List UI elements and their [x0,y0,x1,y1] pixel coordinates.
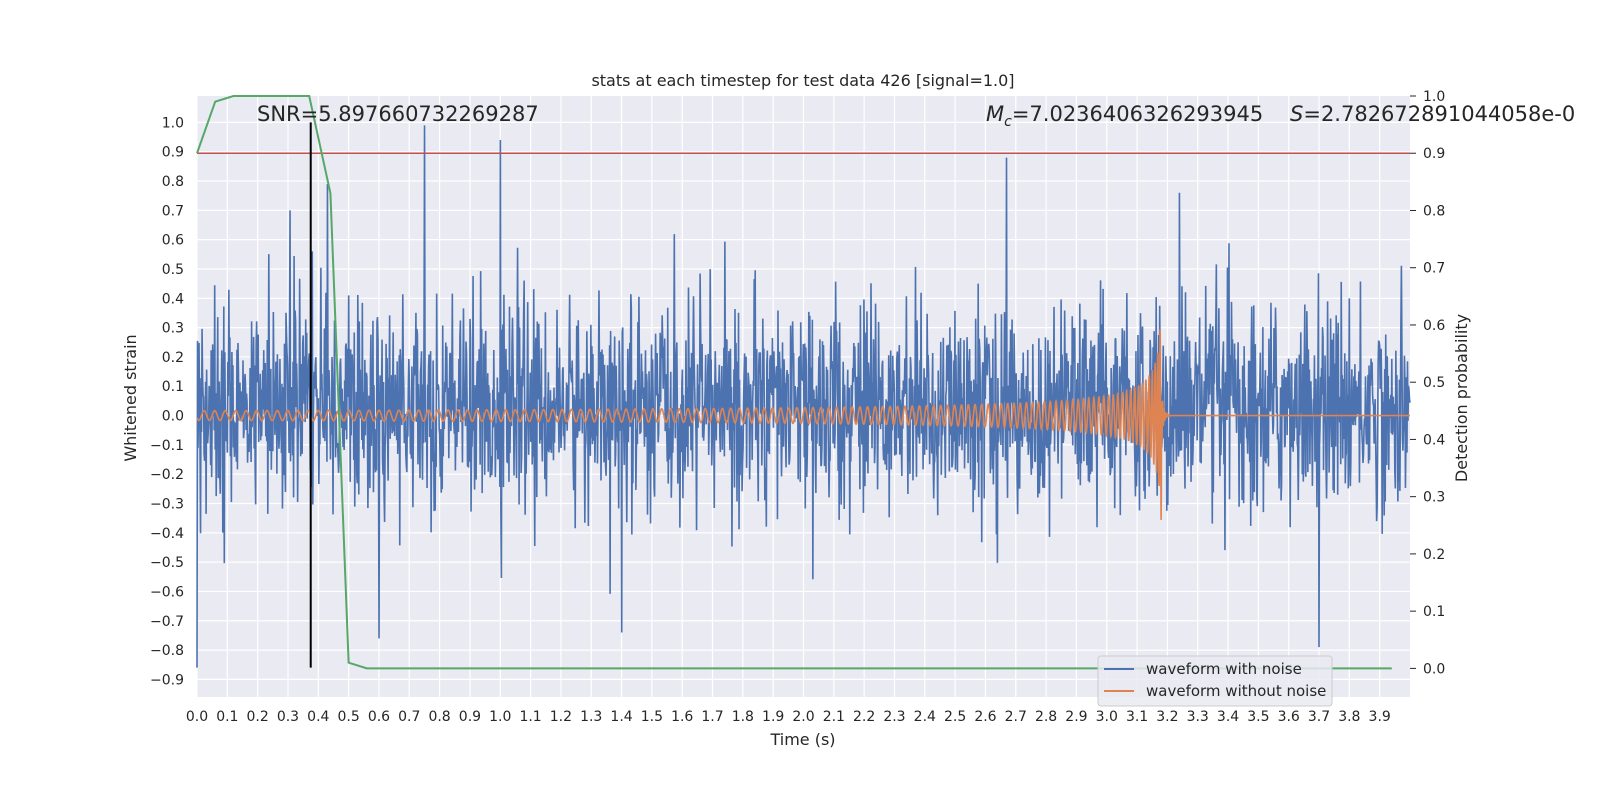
series-waveform-with-noise [196,125,1411,668]
clean-waveform-line [196,329,1410,520]
x-tick-label: 1.3 [580,709,602,725]
y-tick-label: 1.0 [162,115,184,131]
x-tick-label: 1.0 [489,709,511,725]
y-tick-label: 0.6 [162,233,184,249]
x-axis-label: Time (s) [769,730,835,749]
x-tick-label: 0.2 [247,709,269,725]
y-tick-label: 0.9 [162,145,184,161]
y2-tick-label: 0.0 [1423,661,1445,677]
x-tick-label: 2.1 [823,709,845,725]
y-tick-label: −0.4 [150,526,184,542]
x-tick-label: 1.4 [610,709,632,725]
x-tick-label: 2.8 [1035,709,1057,725]
y-tick-label: 0.4 [162,291,184,307]
y-tick-label: 0.3 [162,321,184,337]
x-tick-label: 3.7 [1308,709,1330,725]
x-tick-label: 1.2 [550,709,572,725]
y-tick-label: 0.0 [162,409,184,425]
legend-box [1097,655,1333,707]
y2-tick-labels: 1.0 0.9 0.8 0.7 0.6 0.5 0.4 0.3 0.2 0.1 0.0 [1410,89,1445,677]
y-tick-label: 0.8 [162,174,184,190]
x-tick-label: 1.9 [762,709,784,725]
x-tick-label: 3.9 [1369,709,1391,725]
x-tick-label: 0.8 [428,709,450,725]
x-tick-label: 0.3 [277,709,299,725]
x-tick-label: 0.6 [368,709,390,725]
y-tick-label: 0.7 [162,203,184,219]
y2-tick-label: 0.6 [1423,318,1445,334]
x-tick-label: 3.6 [1278,709,1300,725]
y2-tick-label: 0.7 [1423,261,1445,277]
x-tick-label: 0.7 [398,709,420,725]
x-tick-label: 3.0 [1096,709,1118,725]
x-tick-label: 1.1 [519,709,541,725]
y-tick-label: −0.3 [150,497,184,513]
x-tick-label: 2.6 [974,709,996,725]
x-tick-label: 0.5 [337,709,359,725]
x-tick-label: 1.6 [671,709,693,725]
x-tick-label: 2.2 [853,709,875,725]
x-tick-label: 3.3 [1187,709,1209,725]
x-tick-label: 2.7 [1005,709,1027,725]
y-tick-label: −0.8 [150,643,184,659]
x-tick-label: 0.1 [216,709,238,725]
detection-probability-line [196,95,1392,670]
x-tick-label: 1.7 [701,709,723,725]
legend-label-clean: waveform without noise [1146,682,1326,700]
overlays [196,95,1410,670]
x-tick-label: 2.4 [914,709,936,725]
x-tick-label: 3.4 [1217,709,1239,725]
x-tick-label: 2.5 [944,709,966,725]
y-tick-label: 0.5 [162,262,184,278]
y-tick-label: −0.9 [150,672,184,688]
legend-label-noise: waveform with noise [1146,660,1302,678]
y2-tick-label: 0.8 [1423,203,1445,219]
noise-waveform-line [196,125,1411,668]
y2-tick-label: 0.9 [1423,146,1445,162]
y-tick-label: −0.1 [150,438,184,454]
x-tick-label: 2.3 [883,709,905,725]
y-tick-label: −0.5 [150,555,184,571]
y-tick-labels: 1.0 0.9 0.8 0.7 0.6 0.5 0.4 0.3 0.2 0.1 0.0 −0.1 −0.… [150,115,184,688]
mc-annotation: Mc=7.0236406326293945 [986,102,1263,130]
chart-title: stats at each timestep for test data 426… [591,71,1014,90]
x-tick-label: 2.0 [792,709,814,725]
x-tick-label: 0.0 [186,709,208,725]
y-axis-label: Whitened strain [121,334,140,461]
y2-tick-label: 0.1 [1423,604,1445,620]
x-tick-label: 0.9 [459,709,481,725]
y-tick-label: 0.2 [162,350,184,366]
y-tick-label: −0.2 [150,467,184,483]
x-tick-label: 1.8 [732,709,754,725]
x-tick-label: 1.5 [641,709,663,725]
series-waveform-without-noise [196,329,1410,520]
legend: waveform with noise waveform without noi… [1097,655,1333,707]
x-tick-label: 3.5 [1247,709,1269,725]
x-tick-labels: 0.0 0.1 0.2 0.3 0.4 0.5 0.6 0.7 0.8 0.9 1.0 1.1 1.2 1… [186,709,1391,725]
y2-axis-label: Detection probability [1452,314,1471,482]
y2-tick-label: 0.4 [1423,432,1445,448]
x-tick-label: 3.8 [1338,709,1360,725]
snr-annotation: SNR=5.897660732269287 [257,102,539,126]
y-tick-label: 0.1 [162,379,184,395]
s-annotation: S=2.782672891044058e-0 [1290,102,1575,126]
y2-tick-label: 0.5 [1423,375,1445,391]
x-tick-label: 2.9 [1065,709,1087,725]
y2-tick-label: 1.0 [1423,89,1445,105]
x-tick-label: 3.1 [1126,709,1148,725]
x-tick-label: 3.2 [1156,709,1178,725]
y-tick-label: −0.6 [150,584,184,600]
y2-tick-label: 0.3 [1423,490,1445,506]
y2-tick-label: 0.2 [1423,547,1445,563]
x-tick-label: 0.4 [307,709,329,725]
y-tick-label: −0.7 [150,614,184,630]
